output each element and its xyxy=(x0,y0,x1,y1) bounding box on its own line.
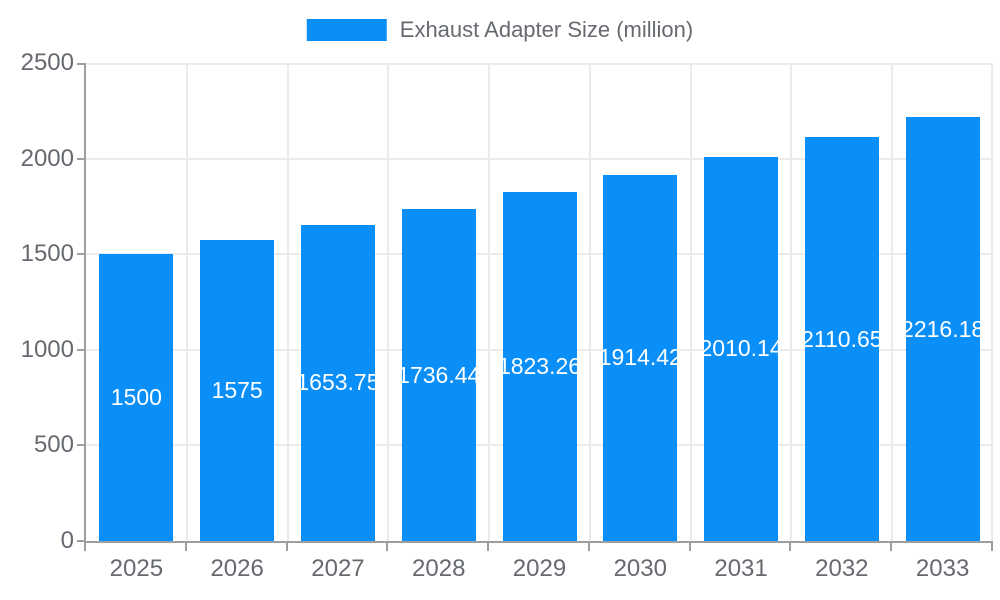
bar-2029[interactable]: 1823.26 xyxy=(498,192,581,541)
bar-value-label: 1914.42 xyxy=(598,344,682,371)
bar-2027[interactable]: 1653.75 xyxy=(296,224,380,541)
v-gridline xyxy=(488,63,491,541)
v-gridline xyxy=(891,63,894,541)
y-axis-tick xyxy=(77,157,84,160)
bar-value-label: 1575 xyxy=(211,376,263,403)
v-gridline xyxy=(185,63,188,541)
bar-2030[interactable]: 1914.42 xyxy=(599,174,682,541)
x-axis-tick xyxy=(789,543,792,551)
bar-2026[interactable]: 1575 xyxy=(200,239,275,541)
v-gridline xyxy=(689,63,692,541)
x-tick-label-2033: 2033 xyxy=(915,555,970,582)
y-tick-label: 2500 xyxy=(20,49,74,76)
y-axis-tick xyxy=(77,540,84,542)
x-tick-label-2028: 2028 xyxy=(412,555,466,582)
bar-value-label: 1823.26 xyxy=(497,353,582,380)
bar-2025[interactable]: 1500 xyxy=(99,254,174,541)
x-tick-label-2031: 2031 xyxy=(714,555,768,582)
v-gridline xyxy=(991,63,993,541)
bar-2031[interactable]: 2010.14 xyxy=(699,156,783,541)
y-axis-tick xyxy=(77,253,84,256)
y-axis-tick xyxy=(77,63,84,65)
x-axis: 2025 2026 2027 2028 2029 2030 2031 2032 2033 xyxy=(86,555,993,587)
y-axis-tick xyxy=(77,444,84,447)
x-axis-tick xyxy=(688,543,691,551)
h-gridline xyxy=(86,157,993,160)
x-tick-label-2027: 2027 xyxy=(311,555,365,582)
x-axis-tick xyxy=(285,543,288,551)
bar-value-label: 2110.65 xyxy=(801,325,883,352)
bar-2028[interactable]: 1736.44 xyxy=(397,209,480,541)
x-axis-tick xyxy=(587,543,590,551)
x-tick-label-2030: 2030 xyxy=(613,555,667,582)
legend-label: Exhaust Adapter Size (million) xyxy=(399,17,694,42)
bar-2033[interactable]: 2216.18 xyxy=(901,117,984,541)
y-tick-label: 1500 xyxy=(20,240,74,268)
h-gridline xyxy=(86,63,993,65)
y-axis: 0 500 1000 1500 2000 2500 xyxy=(0,50,74,554)
x-tick-label-2032: 2032 xyxy=(815,555,869,582)
y-tick-label: 2000 xyxy=(20,144,74,172)
chart-legend[interactable]: Exhaust Adapter Size (million) xyxy=(306,17,694,43)
bar-value-label: 1736.44 xyxy=(397,361,481,388)
v-gridline xyxy=(286,63,289,541)
bar-value-label: 1653.75 xyxy=(296,369,380,396)
x-tick-label-2029: 2029 xyxy=(512,555,567,582)
legend-swatch-icon xyxy=(306,19,387,41)
x-axis-tick xyxy=(84,543,86,551)
x-axis-tick xyxy=(890,543,893,551)
x-tick-label-2026: 2026 xyxy=(210,555,264,582)
y-tick-label: 0 xyxy=(60,527,74,554)
plot-area: 1500 1575 1653.75 1736.44 1823.26 1914.42 2010… xyxy=(77,63,993,551)
y-tick-label: 500 xyxy=(33,431,74,459)
x-axis-tick xyxy=(386,543,389,551)
bar-value-label: 1500 xyxy=(110,384,162,411)
y-axis-tick xyxy=(77,348,84,351)
v-gridline xyxy=(387,63,390,541)
x-tick-label-2025: 2025 xyxy=(109,555,164,582)
bar-2032[interactable]: 2110.65 xyxy=(801,137,883,541)
v-gridline xyxy=(790,63,793,541)
x-axis-tick xyxy=(487,543,490,551)
v-gridline xyxy=(588,63,591,541)
x-axis-tick xyxy=(184,543,187,551)
x-axis-tick xyxy=(991,543,993,551)
y-tick-label: 1000 xyxy=(20,335,74,363)
bar-value-label: 2216.18 xyxy=(901,315,985,342)
bar-value-label: 2010.14 xyxy=(699,335,783,362)
